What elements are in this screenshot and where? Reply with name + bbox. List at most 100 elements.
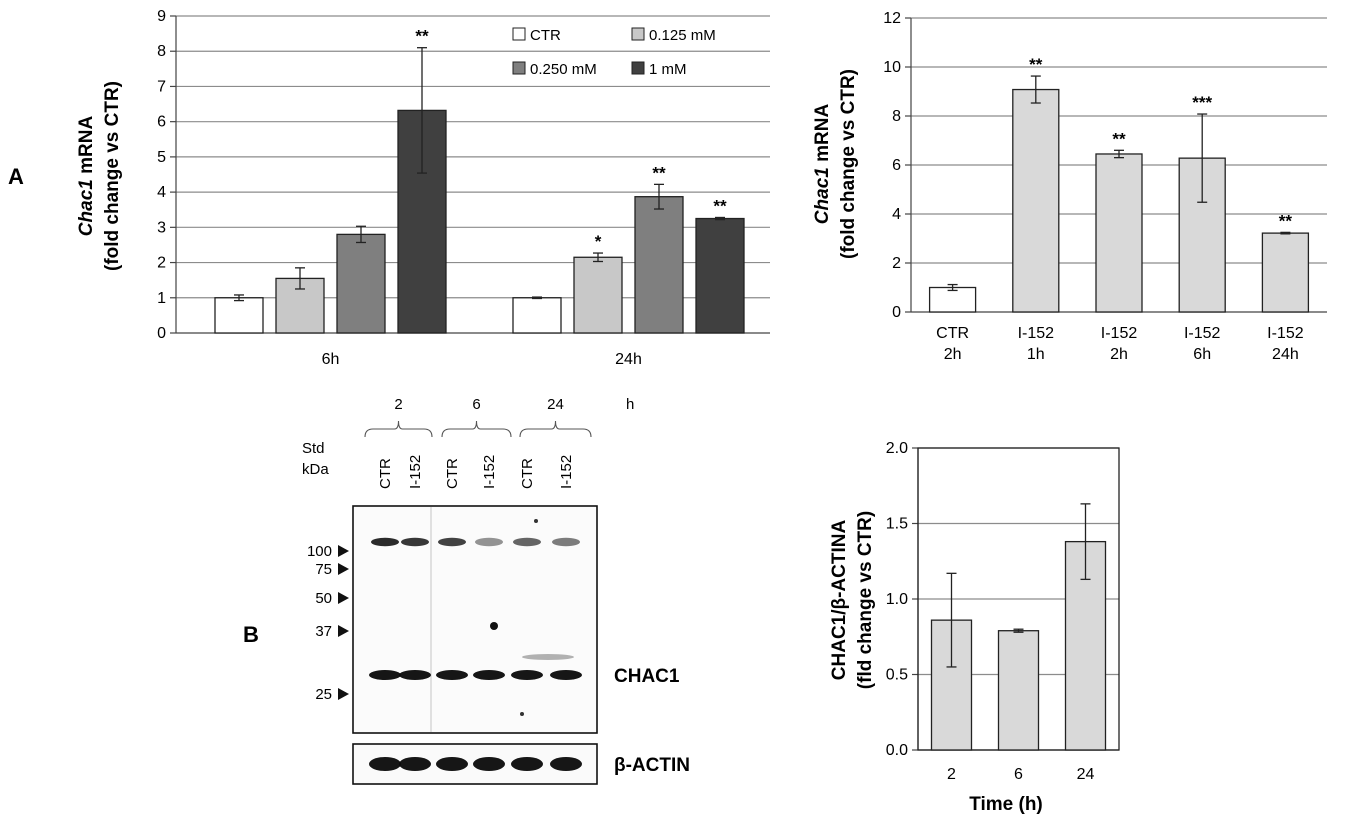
chart-a-right-bars: CTR 2h ** I-152 1h ** I-152 2h *** I-152 6h ** I-152… [928, 55, 1310, 363]
chart-a-left-ylabel: Chac1 mRNA [76, 116, 97, 237]
band-100kda [438, 537, 466, 547]
chart-a-right-xtick-label-line2: 24h [1272, 346, 1299, 363]
marker-arrow-icon [338, 688, 349, 700]
chart-a-left-24h-2-significance: ** [652, 163, 666, 182]
legend-label: 1 mM [649, 61, 687, 78]
chart-b-right-ytick-label: 1.0 [886, 591, 908, 608]
chart-a-right-xtick-label-line1: I-152 [1018, 325, 1055, 342]
panel-label-b: B [243, 622, 259, 647]
marker-label: 50 [315, 590, 332, 607]
marker-label: 37 [315, 623, 332, 640]
chart-a-right-xtick-label-line2: 1h [1027, 346, 1045, 363]
time-group-bracket [364, 420, 433, 438]
chac1-band [550, 670, 582, 680]
chac1-band [511, 670, 543, 680]
time-group-bracket [441, 420, 512, 438]
lane-label: CTR [519, 458, 536, 489]
chart-a-right-ylabel: Chac1 mRNA [812, 104, 833, 225]
chart-a-left-6h-0-bar [214, 297, 264, 334]
chart-a-right-fold-change-by-time: Chac1 mRNA (fold change vs CTR) 0 2 4 6 8 10 1… [812, 10, 1327, 363]
chart-a-right-ytick-label: 4 [892, 206, 901, 223]
chart-b-right-bars: 2 6 24 [930, 503, 1107, 783]
blot-artifact-spot [490, 622, 498, 630]
legend-swatch [631, 27, 645, 41]
marker-arrow-icon [338, 592, 349, 604]
band-100kda [371, 537, 399, 547]
band-100kda [513, 537, 541, 547]
chart-b-right-xlabel: Time (h) [969, 794, 1043, 815]
chart-a-right-xtick-label-line2: 2h [944, 346, 962, 363]
chart-b-right-ylabel-line2: (fld change vs CTR) [855, 511, 876, 689]
chart-b-right-6-bar [997, 630, 1040, 751]
actin-band [436, 757, 468, 771]
chart-a-left-ytick-label: 9 [157, 8, 166, 25]
chart-a-left-6h-2-bar [336, 233, 386, 334]
chart-a-right-xtick-label-line2: 2h [1110, 346, 1128, 363]
actin-band [473, 757, 505, 771]
marker-arrow-icon [338, 563, 349, 575]
actin-band [550, 757, 582, 771]
chart-b-right-xtick-label: 6 [1014, 766, 1023, 783]
chart-a-left-24h-2-bar [634, 196, 684, 334]
marker-label: 75 [315, 561, 332, 578]
chart-a-right-2-bar [1095, 153, 1143, 313]
marker-arrow-icon [338, 625, 349, 637]
panel-label-a: A [8, 164, 24, 189]
chart-a-right-ytick-label: 0 [892, 304, 901, 321]
chart-a-left-24h-3-significance: ** [713, 196, 727, 215]
chart-a-right-1-significance: ** [1029, 55, 1043, 74]
chart-b-right-ytick-label: 0.0 [886, 742, 908, 759]
blot-artifact-spot [534, 519, 538, 523]
chart-a-right-ytick-label: 6 [892, 157, 901, 174]
chac1-band [436, 670, 468, 680]
chart-b-right-densitometry: CHAC1/β-ACTINA (fld change vs CTR) Time … [829, 440, 1120, 815]
marker-label: 100 [307, 543, 332, 560]
lane-label: CTR [377, 458, 394, 489]
std-label: Std [302, 440, 325, 457]
chart-a-right-ytick-label: 8 [892, 108, 901, 125]
chart-a-right-ytick-label: 10 [883, 59, 901, 76]
chart-a-right-4-significance: ** [1279, 211, 1293, 230]
actin-label: β-ACTIN [614, 755, 690, 776]
actin-band [511, 757, 543, 771]
chart-a-left-xtick-label: 24h [615, 351, 642, 368]
chart-a-left-bars: **6h*****24h [214, 27, 745, 368]
actin-band [369, 757, 401, 771]
chart-b-right-xtick-label: 2 [947, 766, 956, 783]
legend-label: CTR [530, 27, 561, 44]
chart-a-right-xtick-label-line1: CTR [936, 325, 969, 342]
chart-a-left-24h-3-bar [695, 217, 745, 334]
time-unit-label: h [626, 396, 634, 413]
legend-swatch [512, 27, 526, 41]
chart-a-left-legend: CTR 0.125 mM 0.250 mM 1 mM [512, 27, 716, 78]
western-blot: 2 6 24 h Std kDa CTR I-152 CTR I-152 CTR I-152 10075… [302, 396, 690, 785]
chart-a-left-ytick-label: 8 [157, 43, 166, 60]
chart-a-right-ytick-label: 2 [892, 255, 901, 272]
band-100kda [552, 537, 580, 547]
chart-b-right-ytick-label: 0.5 [886, 667, 908, 684]
chart-a-left-fold-change-by-dose: Chac1 mRNA (fold change vs CTR) 0 1 2 3 4 5 6 7… [76, 8, 770, 368]
chart-a-right-4-bar [1261, 232, 1310, 313]
chart-a-left-ytick-label: 6 [157, 114, 166, 131]
chart-a-right-ytick-label: 12 [883, 10, 901, 27]
chart-a-right-xtick-label-line2: 6h [1193, 346, 1211, 363]
chart-a-left-24h-1-significance: * [595, 232, 602, 251]
legend-swatch [512, 61, 526, 75]
chart-a-left-ytick-label: 1 [157, 290, 166, 307]
faint-band [522, 654, 574, 660]
band-100kda [401, 537, 429, 547]
chart-a-left-ylabel-line2: (fold change vs CTR) [102, 81, 123, 271]
band-100kda [475, 537, 503, 547]
chart-b-right-ytick-label: 1.5 [886, 516, 908, 533]
chart-b-right-ylabel-line1: CHAC1/β-ACTINA [829, 520, 850, 681]
chart-a-left-ytick-label: 3 [157, 219, 166, 236]
time-group-label: 6 [472, 396, 480, 413]
chart-b-right-ytick-label: 2.0 [886, 440, 908, 457]
chart-a-left-ytick-label: 0 [157, 325, 166, 342]
chart-a-left-24h-1-bar [573, 256, 623, 334]
chart-a-left-ytick-label: 4 [157, 184, 166, 201]
actin-band [399, 757, 431, 771]
chart-a-right-2-significance: ** [1112, 129, 1126, 148]
chac1-label: CHAC1 [614, 666, 680, 687]
chart-a-left-6h-3-significance: ** [415, 27, 429, 46]
